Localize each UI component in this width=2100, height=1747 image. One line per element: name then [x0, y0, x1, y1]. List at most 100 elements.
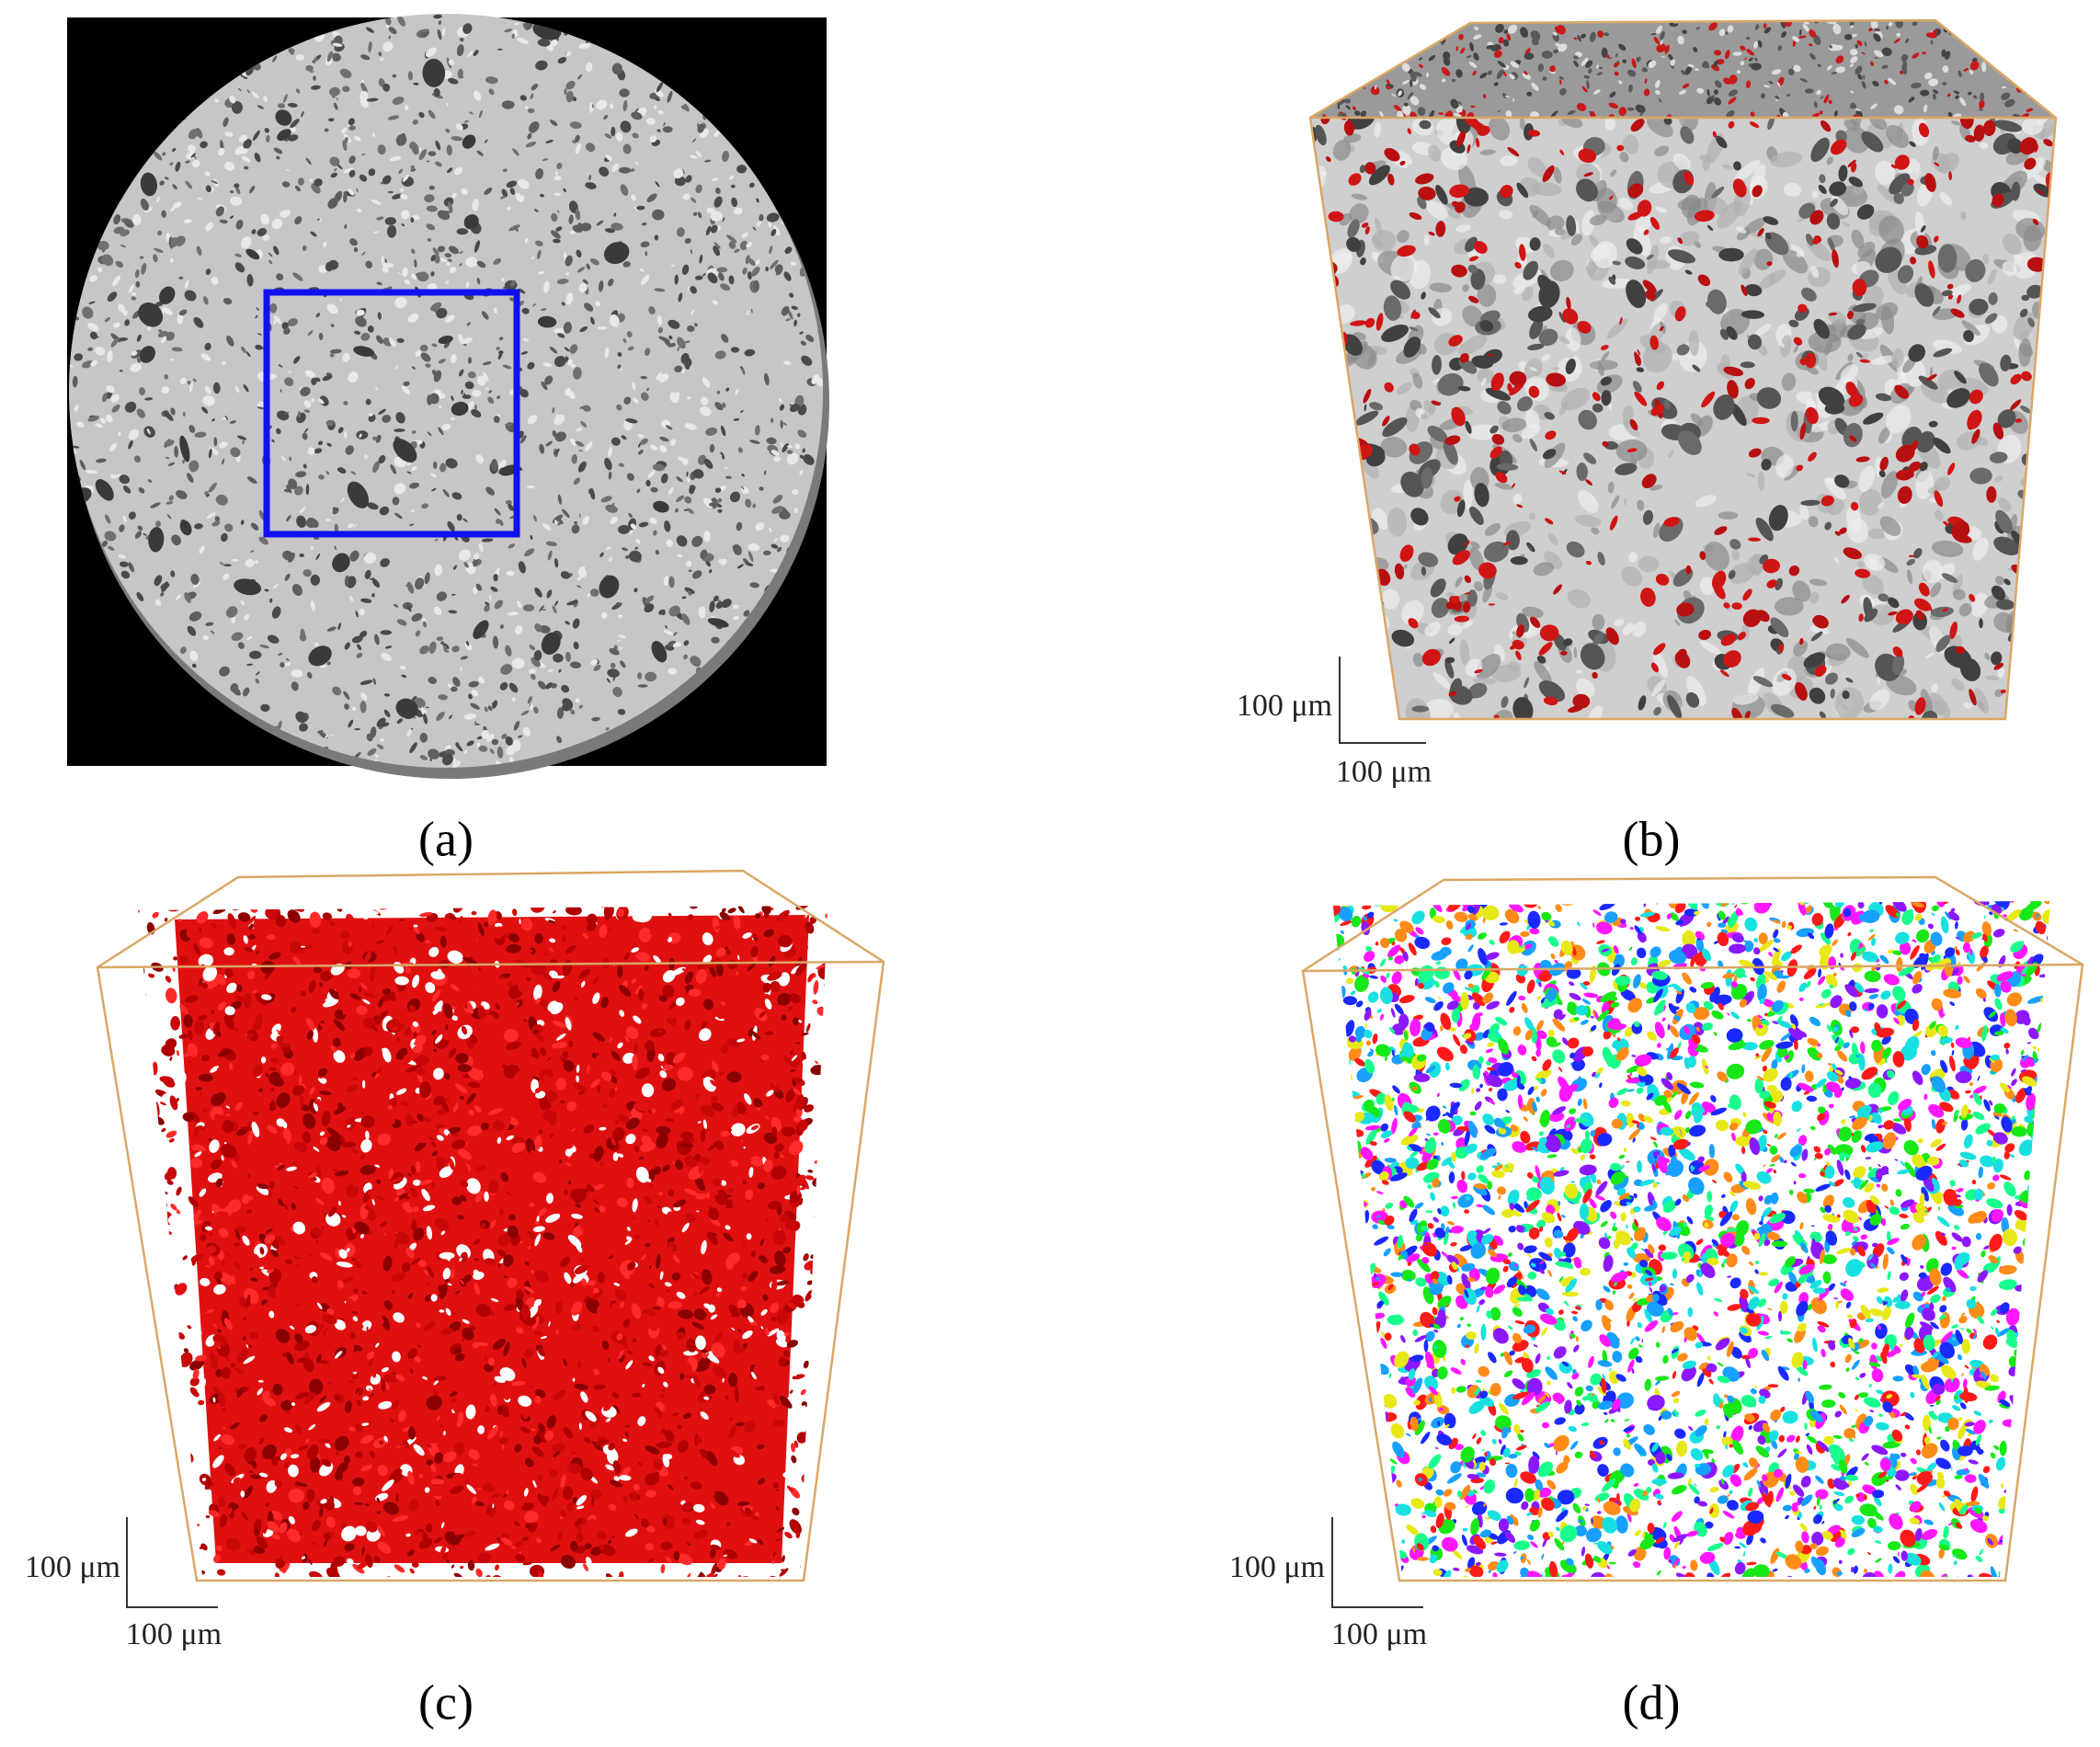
panel-b: 100 μm 100 μm (b)	[1237, 18, 2058, 866]
texture-speck	[190, 574, 200, 585]
texture-speck	[656, 129, 661, 132]
texture-speck	[128, 562, 135, 573]
texture-speck	[1331, 61, 1337, 65]
texture-speck	[1330, 481, 1349, 501]
texture-speck	[1464, 592, 1471, 595]
texture-speck	[1484, 522, 1501, 536]
texture-speck	[1985, 675, 2000, 681]
texture-speck	[1824, 521, 1832, 531]
texture-speck	[182, 459, 185, 464]
texture-speck	[90, 360, 97, 368]
texture-speck	[834, 1473, 839, 1479]
texture-speck	[251, 229, 257, 234]
texture-speck	[1727, 25, 1734, 33]
texture-speck	[1989, 451, 2008, 463]
texture-speck	[1634, 351, 1639, 362]
texture-speck	[1592, 613, 1605, 631]
texture-speck	[72, 375, 78, 388]
texture-speck	[1969, 689, 1977, 706]
texture-speck	[1733, 161, 1741, 171]
texture-speck	[325, 518, 331, 521]
texture-speck	[1390, 254, 1418, 282]
texture-speck	[1580, 643, 1605, 670]
texture-speck	[578, 704, 583, 709]
texture-speck	[687, 914, 694, 921]
texture-speck	[124, 1223, 138, 1239]
texture-speck	[360, 90, 369, 102]
texture-speck	[371, 593, 375, 598]
texture-speck	[1527, 157, 1547, 177]
texture-speck	[310, 574, 321, 586]
texture-speck	[735, 389, 739, 395]
texture-speck	[445, 1023, 449, 1031]
texture-speck	[280, 388, 282, 393]
texture-speck	[1955, 645, 1966, 655]
texture-speck	[348, 371, 359, 383]
texture-speck	[687, 590, 692, 596]
texture-speck	[1879, 456, 1889, 471]
texture-speck	[451, 417, 455, 421]
texture-speck	[349, 577, 354, 582]
texture-speck	[1900, 53, 1909, 62]
texture-speck	[452, 677, 461, 687]
texture-speck	[1994, 475, 2003, 483]
texture-speck	[193, 316, 204, 328]
texture-speck	[488, 1108, 503, 1115]
texture-speck	[1810, 137, 1830, 163]
texture-speck	[223, 117, 229, 127]
texture-speck	[149, 890, 155, 903]
texture-speck	[551, 212, 558, 223]
texture-speck	[1923, 104, 1928, 113]
texture-speck	[2032, 559, 2049, 578]
texture-speck	[1380, 56, 1387, 63]
texture-speck	[1878, 470, 1886, 478]
texture-speck	[529, 121, 540, 133]
texture-speck	[828, 1426, 833, 1431]
texture-speck	[552, 406, 555, 414]
texture-speck	[530, 535, 533, 541]
texture-speck	[441, 423, 451, 430]
texture-speck	[1488, 603, 1496, 606]
texture-speck	[2026, 32, 2037, 41]
texture-speck	[448, 610, 458, 614]
texture-speck	[1776, 82, 1781, 87]
texture-speck	[647, 469, 656, 478]
texture-speck	[360, 82, 368, 95]
texture-speck	[1834, 474, 1850, 488]
texture-speck	[286, 485, 292, 494]
texture-speck	[1875, 303, 1899, 321]
texture-speck	[540, 308, 547, 312]
texture-speck	[2011, 57, 2017, 61]
texture-speck	[641, 222, 647, 226]
texture-speck	[419, 645, 429, 655]
texture-speck	[1783, 182, 1802, 197]
texture-speck	[165, 1338, 172, 1349]
texture-speck	[438, 427, 444, 436]
texture-speck	[658, 373, 669, 383]
texture-speck	[711, 1060, 719, 1073]
texture-speck	[451, 192, 457, 199]
texture-speck	[382, 262, 394, 268]
texture-speck	[504, 29, 513, 33]
texture-speck	[1315, 497, 1335, 515]
texture-speck	[1832, 249, 1839, 268]
texture-speck	[1878, 427, 1890, 444]
texture-speck	[593, 1288, 603, 1299]
texture-speck	[1455, 46, 1459, 51]
texture-speck	[2001, 86, 2006, 89]
texture-speck	[447, 258, 453, 262]
texture-speck	[138, 487, 145, 494]
texture-speck	[425, 706, 429, 709]
texture-speck	[1556, 25, 1566, 35]
texture-speck	[1558, 470, 1567, 475]
texture-speck	[216, 1569, 226, 1576]
texture-speck	[498, 519, 504, 527]
texture-speck	[1959, 118, 1974, 130]
texture-speck	[1769, 151, 1803, 168]
texture-speck	[1850, 162, 1857, 173]
texture-speck	[1968, 30, 1977, 38]
texture-speck	[1317, 631, 1339, 652]
texture-speck	[554, 520, 558, 524]
texture-speck	[1424, 20, 1432, 24]
texture-speck	[426, 223, 436, 231]
